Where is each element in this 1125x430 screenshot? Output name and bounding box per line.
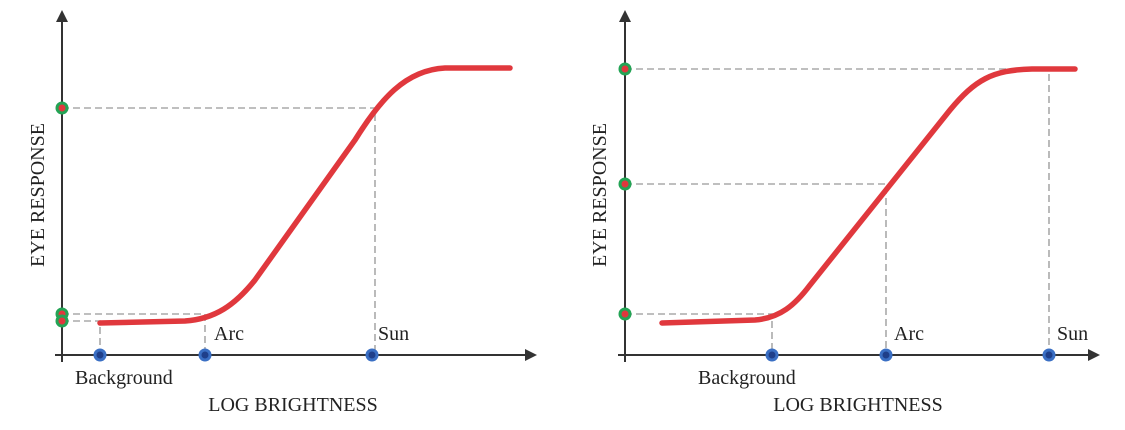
x-dot bbox=[1042, 348, 1056, 362]
y-dot bbox=[618, 307, 632, 321]
panel-left: Background Arc Sun LOG BRIGHTNESS EYE RE… bbox=[27, 10, 537, 416]
point-label: Background bbox=[698, 367, 796, 389]
x-dot bbox=[365, 348, 379, 362]
y-axis-label: EYE RESPONSE bbox=[27, 123, 49, 267]
point-label: Background bbox=[75, 367, 173, 389]
x-dot bbox=[879, 348, 893, 362]
y-dot bbox=[55, 101, 69, 115]
x-dot bbox=[93, 348, 107, 362]
x-axis-label: LOG BRIGHTNESS bbox=[773, 394, 942, 416]
y-axis-label: EYE RESPONSE bbox=[589, 123, 611, 267]
panel-right: Background Arc Sun LOG BRIGHTNESS EYE RE… bbox=[589, 10, 1100, 416]
response-curve bbox=[659, 66, 1078, 326]
x-dot bbox=[198, 348, 212, 362]
response-curve bbox=[97, 65, 513, 326]
point-label: Sun bbox=[1057, 323, 1088, 345]
guide-lines bbox=[62, 107, 376, 355]
x-dot bbox=[765, 348, 779, 362]
y-dot bbox=[618, 62, 632, 76]
x-axis-label: LOG BRIGHTNESS bbox=[208, 394, 377, 416]
point-label: Arc bbox=[894, 323, 924, 345]
point-label: Sun bbox=[378, 323, 409, 345]
point-label: Arc bbox=[214, 323, 244, 345]
y-dot bbox=[618, 177, 632, 191]
guide-lines bbox=[625, 68, 1050, 355]
y-dot bbox=[55, 314, 69, 328]
